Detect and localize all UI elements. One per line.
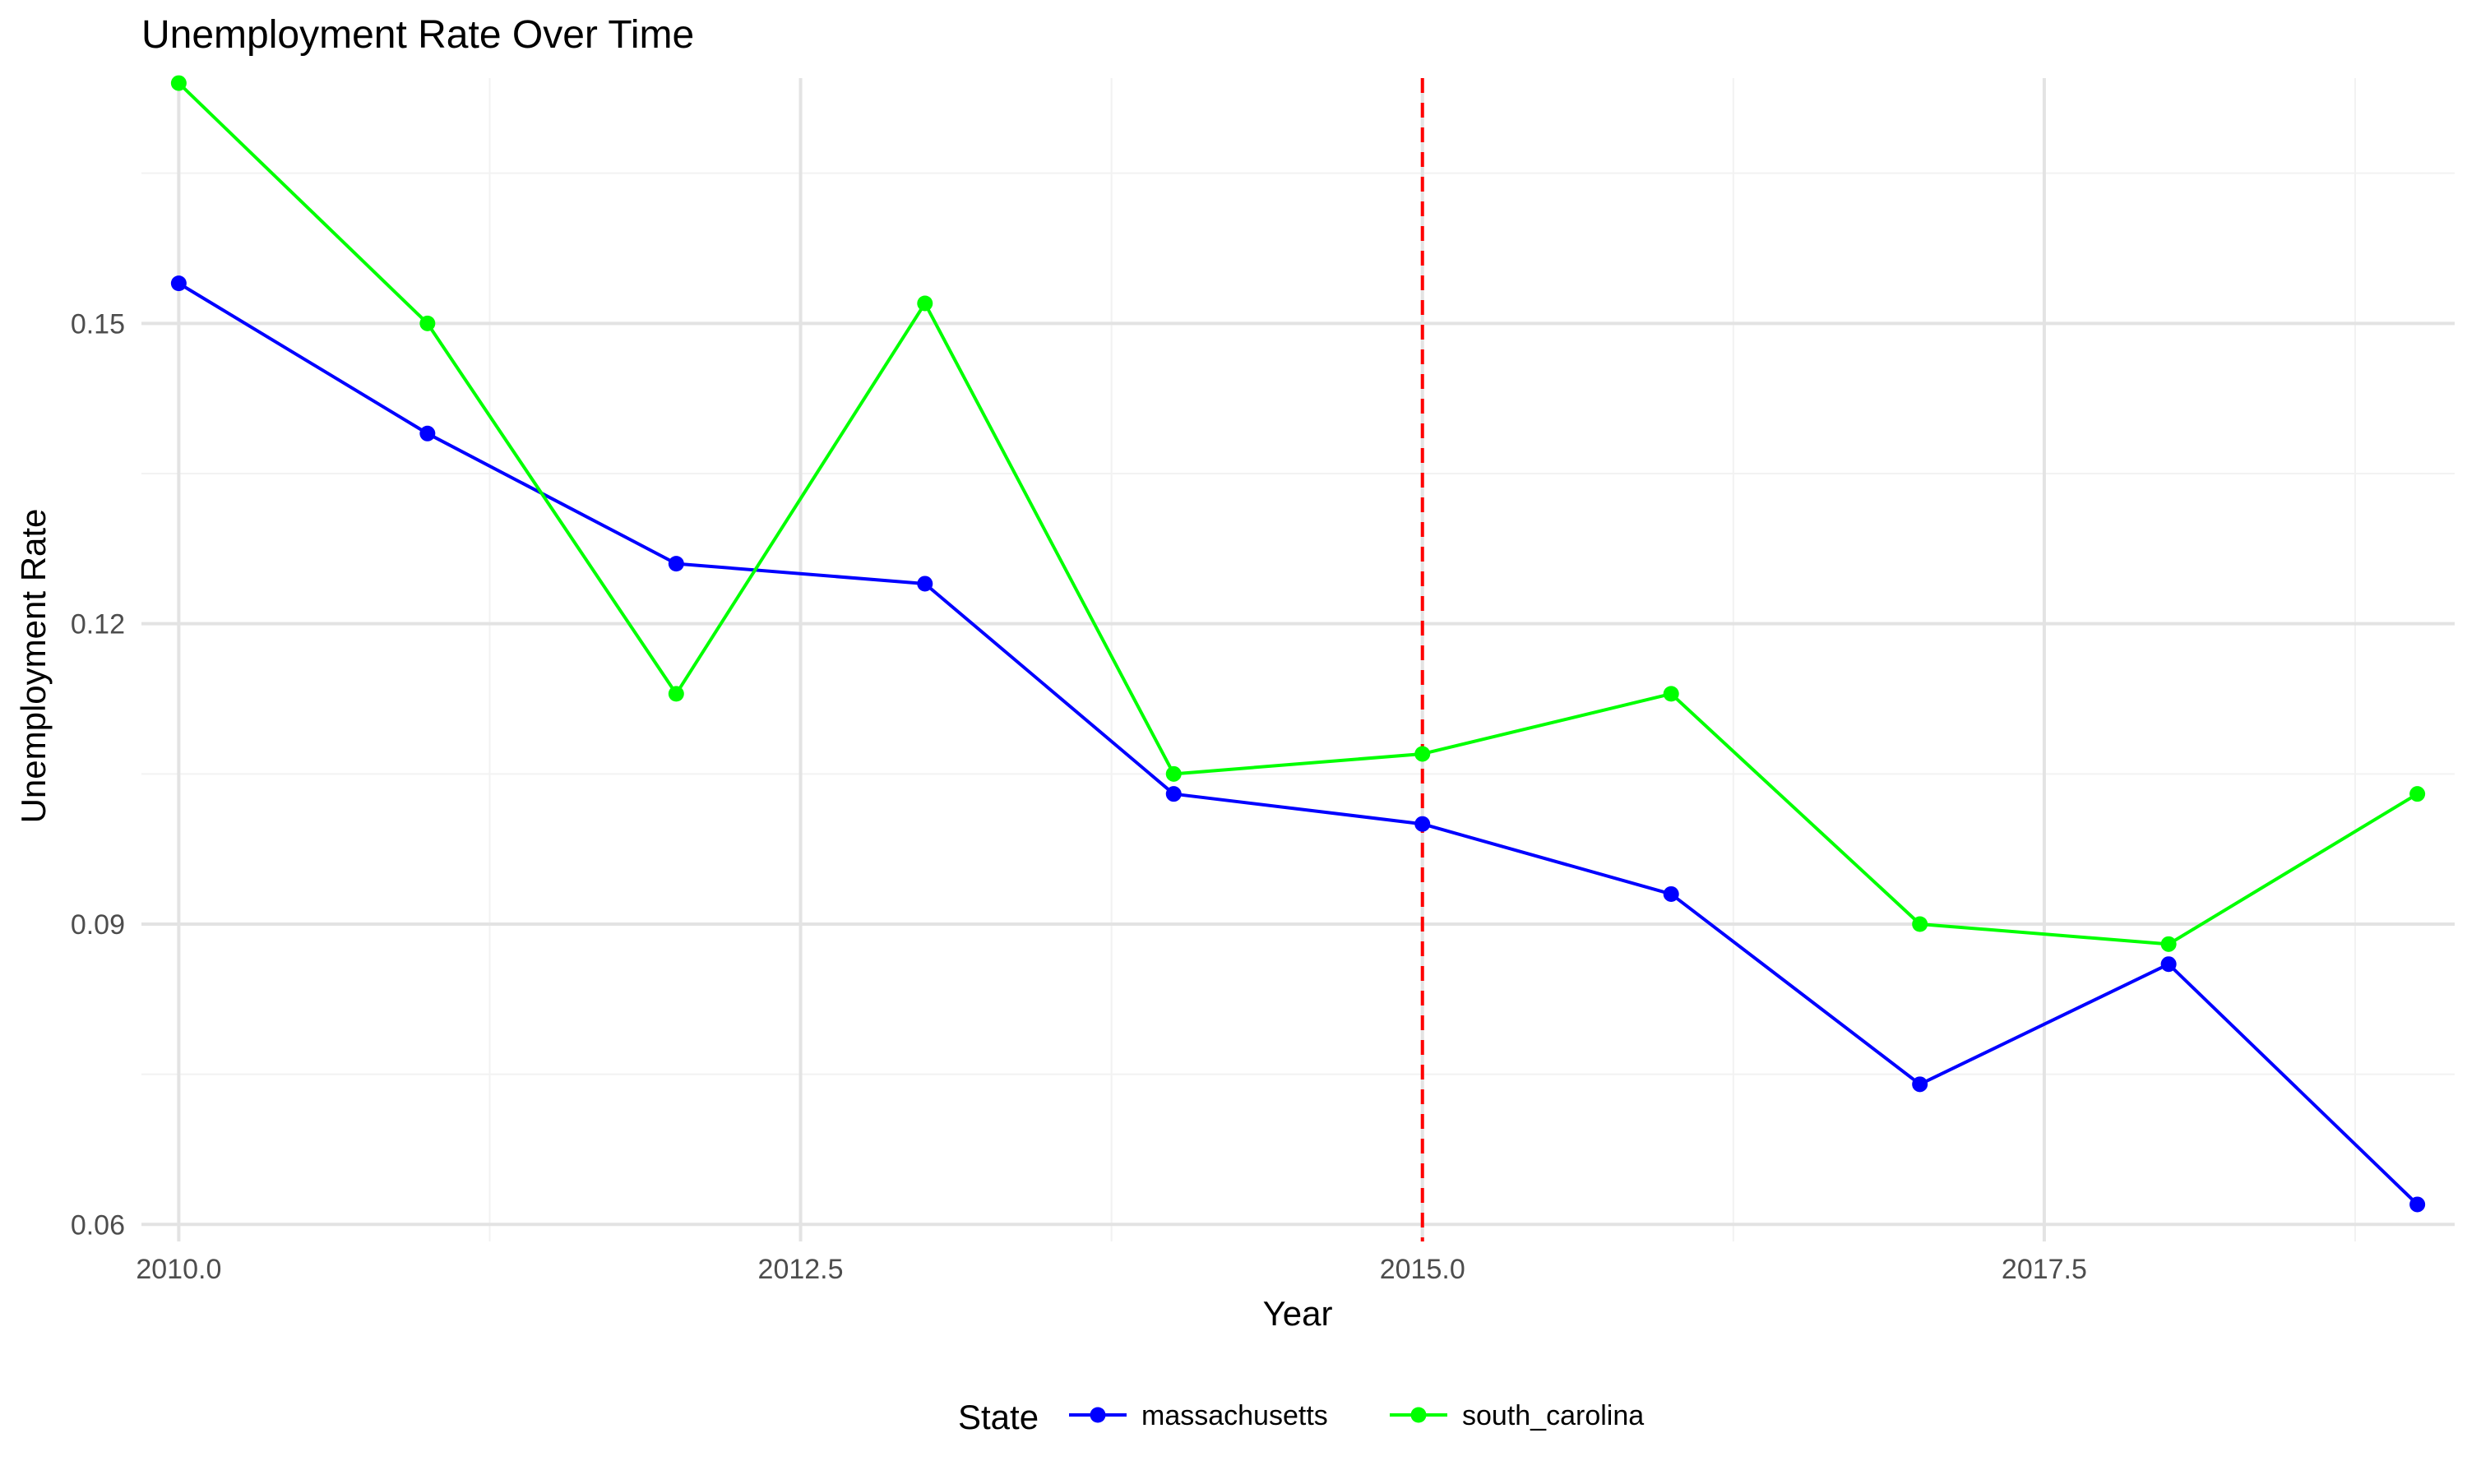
- y-tick-label: 0.09: [71, 909, 125, 941]
- y-tick-label: 0.15: [71, 308, 125, 340]
- legend-label: massachusetts: [1141, 1400, 1328, 1431]
- data-point: [1663, 686, 1679, 702]
- data-point: [1165, 786, 1182, 802]
- y-tick-label: 0.12: [71, 609, 125, 640]
- grid: [141, 78, 2455, 1241]
- data-point: [419, 425, 436, 442]
- y-tick-label: 0.06: [71, 1209, 125, 1241]
- data-point: [1414, 816, 1431, 832]
- chart-title: Unemployment Rate Over Time: [141, 13, 694, 57]
- series-massachusetts: [170, 275, 2426, 1213]
- data-point: [170, 75, 187, 91]
- axis-ticks: 2010.0 2012.5 2015.0 2017.5 0.06 0.09 0.12 0.15: [71, 308, 2087, 1285]
- data-point: [170, 275, 187, 292]
- series-south_carolina: [170, 75, 2426, 952]
- data-point: [419, 315, 436, 331]
- data-point: [2160, 956, 2177, 973]
- x-tick-label: 2010.0: [136, 1254, 221, 1285]
- data-point: [2409, 786, 2426, 802]
- data-point: [668, 686, 684, 702]
- legend-key-point: [1410, 1407, 1427, 1423]
- data-point: [1663, 885, 1679, 902]
- x-tick-label: 2015.0: [1380, 1254, 1465, 1285]
- legend-label: south_carolina: [1462, 1400, 1644, 1431]
- x-tick-label: 2012.5: [758, 1254, 844, 1285]
- data-point: [1165, 765, 1182, 782]
- data-point: [2409, 1196, 2426, 1213]
- data-point: [1414, 746, 1431, 762]
- series-line: [178, 281, 2419, 1206]
- y-axis-label: Unemployment Rate: [14, 509, 53, 824]
- data-point: [668, 556, 684, 572]
- x-axis-label: Year: [1263, 1294, 1333, 1333]
- series-layer: [170, 75, 2426, 1213]
- data-point: [1912, 1076, 1928, 1093]
- data-point: [917, 295, 933, 312]
- series-line: [177, 81, 2418, 946]
- legend: State massachusetts south_carolina: [958, 1398, 1644, 1436]
- legend-item-south_carolina: south_carolina: [1390, 1400, 1644, 1431]
- data-point: [917, 576, 933, 592]
- data-point: [2160, 936, 2177, 952]
- legend-title: State: [958, 1398, 1039, 1436]
- legend-item-massachusetts: massachusetts: [1069, 1400, 1328, 1431]
- legend-key-point: [1090, 1407, 1106, 1423]
- data-point: [1912, 916, 1928, 932]
- x-tick-label: 2017.5: [2002, 1254, 2087, 1285]
